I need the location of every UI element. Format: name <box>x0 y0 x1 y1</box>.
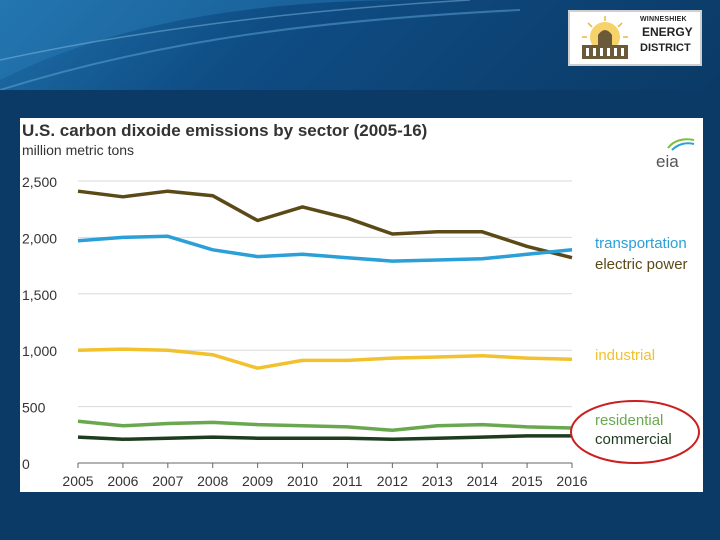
legend-label-residential: residential <box>595 412 663 429</box>
x-tick-label: 2013 <box>422 473 453 489</box>
logo-text-energy: ENERGY <box>642 25 693 39</box>
y-tick-label: 2,000 <box>22 230 57 246</box>
y-tick-label: 2,500 <box>22 174 57 190</box>
x-tick-label: 2009 <box>242 473 273 489</box>
header-band: WINNESHIEK ENERGY DISTRICT <box>0 0 720 90</box>
series-line-electric-power <box>77 189 573 260</box>
eia-logo-text: eia <box>656 152 679 170</box>
logo-text-district: DISTRICT <box>640 42 691 54</box>
legend-label-transportation: transportation <box>595 235 687 252</box>
x-tick-label: 2008 <box>197 473 228 489</box>
eia-logo: eia <box>656 138 695 170</box>
x-tick-label: 2005 <box>62 473 93 489</box>
series-line-transportation <box>77 234 573 263</box>
y-tick-label: 500 <box>22 400 46 416</box>
x-tick-label: 2016 <box>556 473 587 489</box>
x-tick-label: 2011 <box>332 473 362 489</box>
x-tick-label: 2010 <box>287 473 318 489</box>
chart-subtitle: million metric tons <box>22 142 135 158</box>
y-tick-label: 1,500 <box>22 287 57 303</box>
legend-label-electric-power: electric power <box>595 256 688 273</box>
series-line-commercial <box>77 434 572 442</box>
decorative-swoosh <box>0 0 521 90</box>
series-line-industrial <box>77 347 573 370</box>
x-tick-label: 2012 <box>377 473 408 489</box>
legend-label-industrial: industrial <box>595 347 655 364</box>
capitol-sun-icon <box>582 16 628 59</box>
winneshiek-energy-district-logo: WINNESHIEK ENERGY DISTRICT <box>568 10 702 66</box>
logo-text-winneshiek: WINNESHIEK <box>640 16 687 23</box>
x-tick-label: 2015 <box>512 473 543 489</box>
x-tick-label: 2006 <box>107 473 138 489</box>
x-tick-label: 2007 <box>152 473 183 489</box>
legend-label-commercial: commercial <box>595 431 672 448</box>
series-line-residential <box>77 419 573 433</box>
y-tick-label: 1,000 <box>22 343 57 359</box>
line-chart: 0 500 1,000 1,500 2,000 2,500 2005 2006 2007 2008… <box>22 174 688 489</box>
y-tick-label: 0 <box>22 456 30 472</box>
chart-panel: U.S. carbon dixoide emissions by sector … <box>20 118 703 492</box>
chart-title: U.S. carbon dixoide emissions by sector … <box>22 121 428 140</box>
x-tick-label: 2014 <box>467 473 498 489</box>
